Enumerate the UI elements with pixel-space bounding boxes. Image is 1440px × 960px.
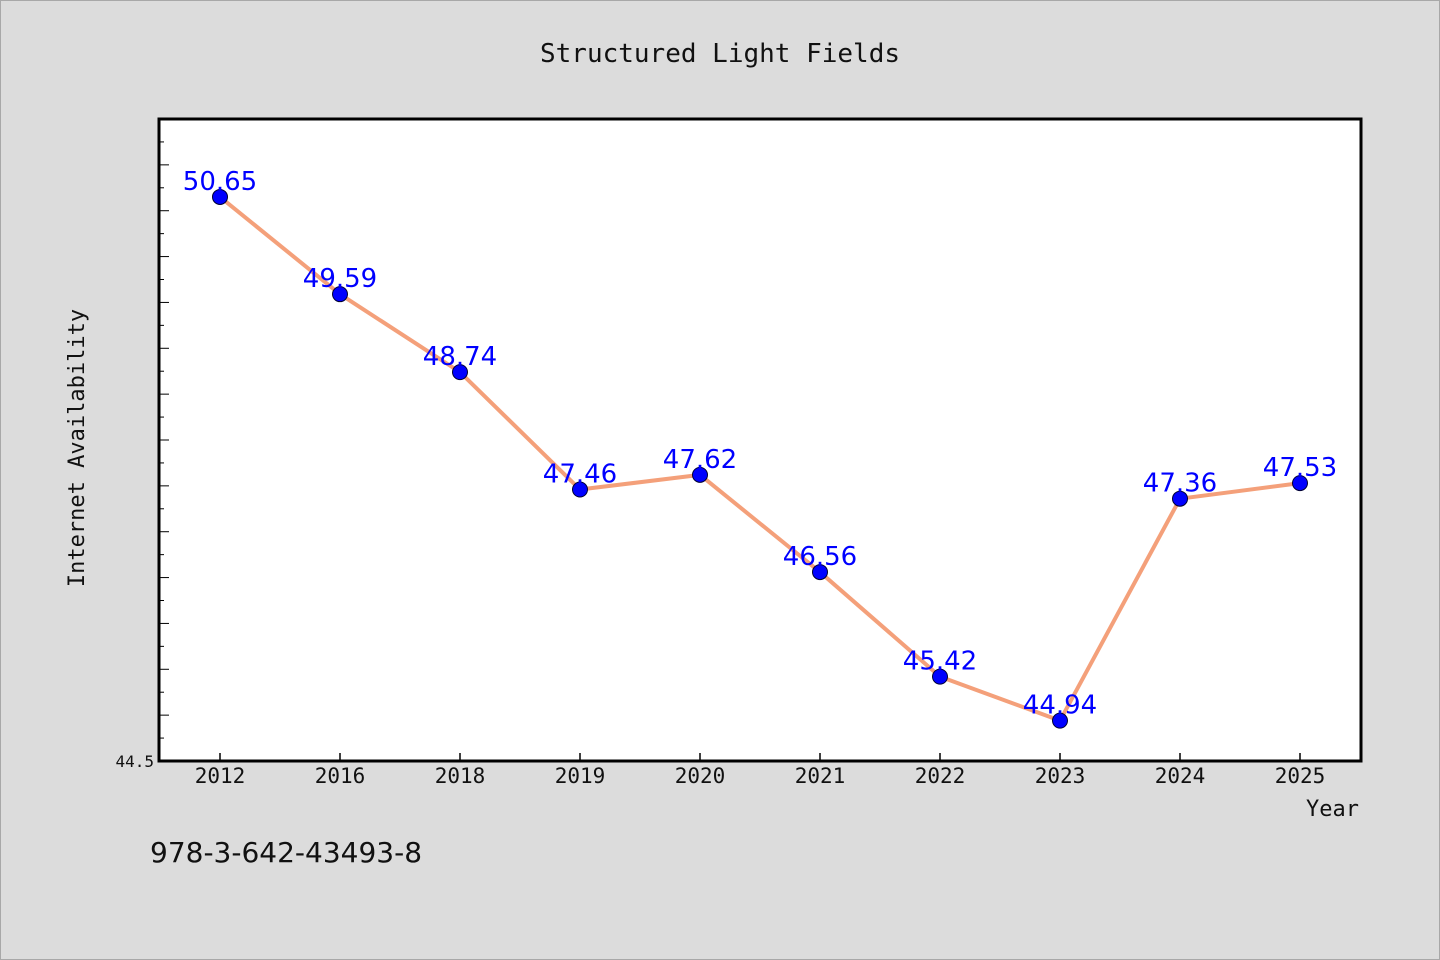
x-tick-label: 2025 — [1275, 764, 1326, 788]
y-axis-ticks — [159, 118, 169, 762]
data-label: 47.36 — [1143, 469, 1217, 499]
data-label: 50.65 — [183, 167, 257, 197]
x-axis-ticks — [219, 753, 1301, 761]
data-point — [212, 188, 228, 205]
data-point — [332, 286, 348, 303]
y-axis-label: Internet Availability — [65, 309, 90, 587]
x-tick-label: 2019 — [555, 764, 606, 788]
x-tick-label: 2016 — [315, 764, 366, 788]
series-group: 50.65 49.59 48.74 47.46 47.62 46.56 45.42 44.94… — [183, 167, 1337, 729]
data-label: 47.46 — [543, 460, 617, 490]
data-label: 47.62 — [663, 445, 737, 475]
data-point — [812, 564, 828, 581]
data-point — [1052, 712, 1068, 729]
x-tick-label: 2022 — [915, 764, 966, 788]
series-line — [218, 194, 1302, 723]
data-label: 44.94 — [1023, 691, 1097, 721]
data-point — [572, 481, 588, 498]
data-label: 45.42 — [903, 647, 977, 677]
footer-code: 978-3-642-43493-8 — [150, 836, 422, 869]
data-point — [692, 466, 708, 483]
data-label: 48.74 — [423, 342, 497, 372]
x-tick-label: 2020 — [675, 764, 726, 788]
x-tick-label: 2024 — [1155, 764, 1206, 788]
chart-title: Structured Light Fields — [540, 39, 900, 69]
x-tick-label: 2021 — [795, 764, 846, 788]
y-axis-min-label: 44.5 — [115, 752, 154, 771]
data-point — [932, 668, 948, 685]
data-label: 47.53 — [1263, 453, 1337, 483]
plot-area — [157, 117, 1363, 763]
x-tick-label: 2012 — [195, 764, 246, 788]
x-tick-label: 2023 — [1035, 764, 1086, 788]
data-label: 49.59 — [303, 264, 377, 294]
data-point — [452, 364, 468, 381]
data-label: 46.56 — [783, 542, 857, 572]
x-axis-label: Year — [1306, 797, 1359, 822]
x-axis-tick-labels: 2012 2016 2018 2019 2020 2021 2022 2023 2024 2025 — [195, 764, 1326, 788]
data-point — [1292, 475, 1308, 492]
x-tick-label: 2018 — [435, 764, 486, 788]
data-point — [1172, 490, 1188, 507]
